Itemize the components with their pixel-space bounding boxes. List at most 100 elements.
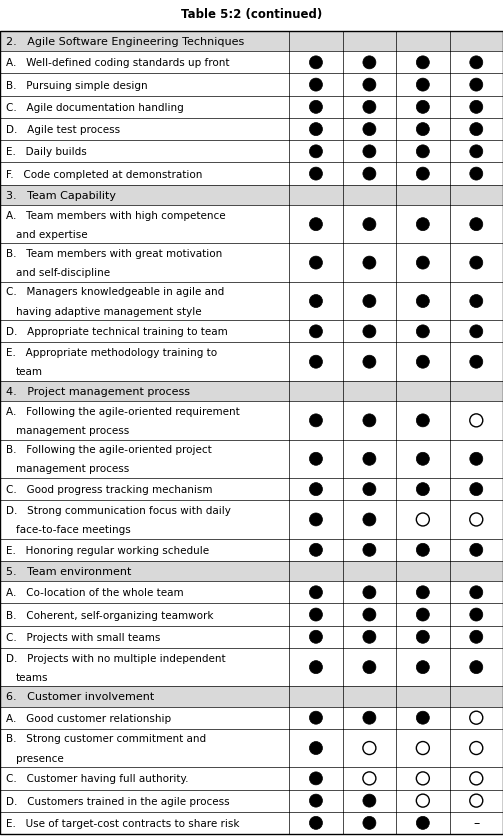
Bar	[0, 401, 503, 440]
Circle shape	[470, 295, 483, 308]
Text: F.   Code completed at demonstration: F. Code completed at demonstration	[6, 170, 202, 180]
Bar	[0, 539, 503, 561]
Text: E.   Use of target-cost contracts to share risk: E. Use of target-cost contracts to share…	[6, 818, 239, 828]
Bar	[0, 381, 503, 401]
Circle shape	[416, 543, 430, 557]
Bar	[0, 32, 503, 52]
Circle shape	[309, 630, 322, 644]
Circle shape	[416, 415, 430, 427]
Circle shape	[416, 711, 430, 724]
Circle shape	[470, 168, 483, 181]
Bar	[0, 97, 503, 119]
Circle shape	[309, 415, 322, 427]
Bar	[0, 706, 503, 729]
Text: Table 5:2 (continued): Table 5:2 (continued)	[181, 8, 322, 20]
Text: A.   Following the agile-oriented requirement: A. Following the agile-oriented requirem…	[6, 406, 240, 416]
Text: D.   Customers trained in the agile process: D. Customers trained in the agile proces…	[6, 796, 230, 806]
Circle shape	[363, 817, 376, 829]
Text: presence: presence	[16, 752, 64, 762]
Circle shape	[416, 609, 430, 621]
Circle shape	[363, 218, 376, 232]
Circle shape	[470, 79, 483, 92]
Circle shape	[363, 57, 376, 69]
Circle shape	[416, 145, 430, 159]
Bar	[0, 686, 503, 706]
Circle shape	[309, 453, 322, 466]
Circle shape	[309, 57, 322, 69]
Text: D.   Strong communication focus with daily: D. Strong communication focus with daily	[6, 505, 231, 515]
Text: A.   Team members with high competence: A. Team members with high competence	[6, 211, 226, 221]
Circle shape	[416, 295, 430, 308]
Text: D.   Agile test process: D. Agile test process	[6, 125, 120, 135]
Circle shape	[363, 453, 376, 466]
Bar	[0, 321, 503, 343]
Bar	[0, 119, 503, 141]
Text: C.   Good progress tracking mechanism: C. Good progress tracking mechanism	[6, 485, 212, 495]
Circle shape	[309, 513, 322, 527]
Circle shape	[416, 586, 430, 599]
Text: and self-discipline: and self-discipline	[16, 268, 110, 278]
Bar	[0, 141, 503, 163]
Text: A.   Co-location of the whole team: A. Co-location of the whole team	[6, 588, 184, 598]
Circle shape	[363, 772, 376, 785]
Bar	[0, 74, 503, 97]
Circle shape	[470, 586, 483, 599]
Circle shape	[309, 817, 322, 829]
Circle shape	[416, 101, 430, 115]
Text: C.   Customer having full authority.: C. Customer having full authority.	[6, 773, 189, 783]
Text: B.   Team members with great motivation: B. Team members with great motivation	[6, 248, 222, 258]
Circle shape	[416, 325, 430, 339]
Circle shape	[416, 79, 430, 92]
Text: management process: management process	[16, 426, 129, 436]
Circle shape	[470, 772, 483, 785]
Text: A.   Good customer relationship: A. Good customer relationship	[6, 713, 171, 723]
Circle shape	[309, 742, 322, 755]
Circle shape	[309, 772, 322, 785]
Circle shape	[363, 483, 376, 496]
Circle shape	[363, 257, 376, 270]
Circle shape	[363, 794, 376, 808]
Circle shape	[309, 218, 322, 232]
Circle shape	[470, 483, 483, 496]
Circle shape	[416, 660, 430, 674]
Circle shape	[470, 257, 483, 270]
Bar	[0, 582, 503, 604]
Bar	[0, 789, 503, 812]
Circle shape	[470, 742, 483, 755]
Circle shape	[470, 711, 483, 724]
Circle shape	[470, 325, 483, 339]
Text: D.   Projects with no multiple independent: D. Projects with no multiple independent	[6, 653, 226, 663]
Circle shape	[363, 543, 376, 557]
Circle shape	[470, 660, 483, 674]
Circle shape	[309, 257, 322, 270]
Text: 6.   Customer involvement: 6. Customer involvement	[6, 691, 154, 701]
Circle shape	[363, 325, 376, 339]
Circle shape	[309, 356, 322, 369]
Text: 3.   Team Capability: 3. Team Capability	[6, 191, 116, 201]
Text: –: –	[473, 817, 479, 829]
Bar	[0, 343, 503, 381]
Circle shape	[416, 124, 430, 136]
Circle shape	[363, 101, 376, 115]
Text: B.   Coherent, self-organizing teamwork: B. Coherent, self-organizing teamwork	[6, 609, 213, 619]
Text: C.   Managers knowledgeable in agile and: C. Managers knowledgeable in agile and	[6, 287, 224, 297]
Text: having adaptive management style: having adaptive management style	[16, 306, 202, 316]
Text: C.   Agile documentation handling: C. Agile documentation handling	[6, 103, 184, 113]
Circle shape	[309, 168, 322, 181]
Text: E.   Honoring regular working schedule: E. Honoring regular working schedule	[6, 545, 209, 555]
Bar	[0, 561, 503, 582]
Bar	[0, 206, 503, 244]
Bar	[0, 729, 503, 767]
Text: teams: teams	[16, 672, 48, 682]
Circle shape	[309, 101, 322, 115]
Circle shape	[309, 609, 322, 621]
Circle shape	[363, 660, 376, 674]
Text: and expertise: and expertise	[16, 230, 88, 239]
Text: E.   Daily builds: E. Daily builds	[6, 147, 87, 157]
Text: face-to-face meetings: face-to-face meetings	[16, 524, 131, 534]
Circle shape	[470, 124, 483, 136]
Circle shape	[309, 295, 322, 308]
Circle shape	[416, 513, 430, 527]
Circle shape	[363, 124, 376, 136]
Circle shape	[470, 630, 483, 644]
